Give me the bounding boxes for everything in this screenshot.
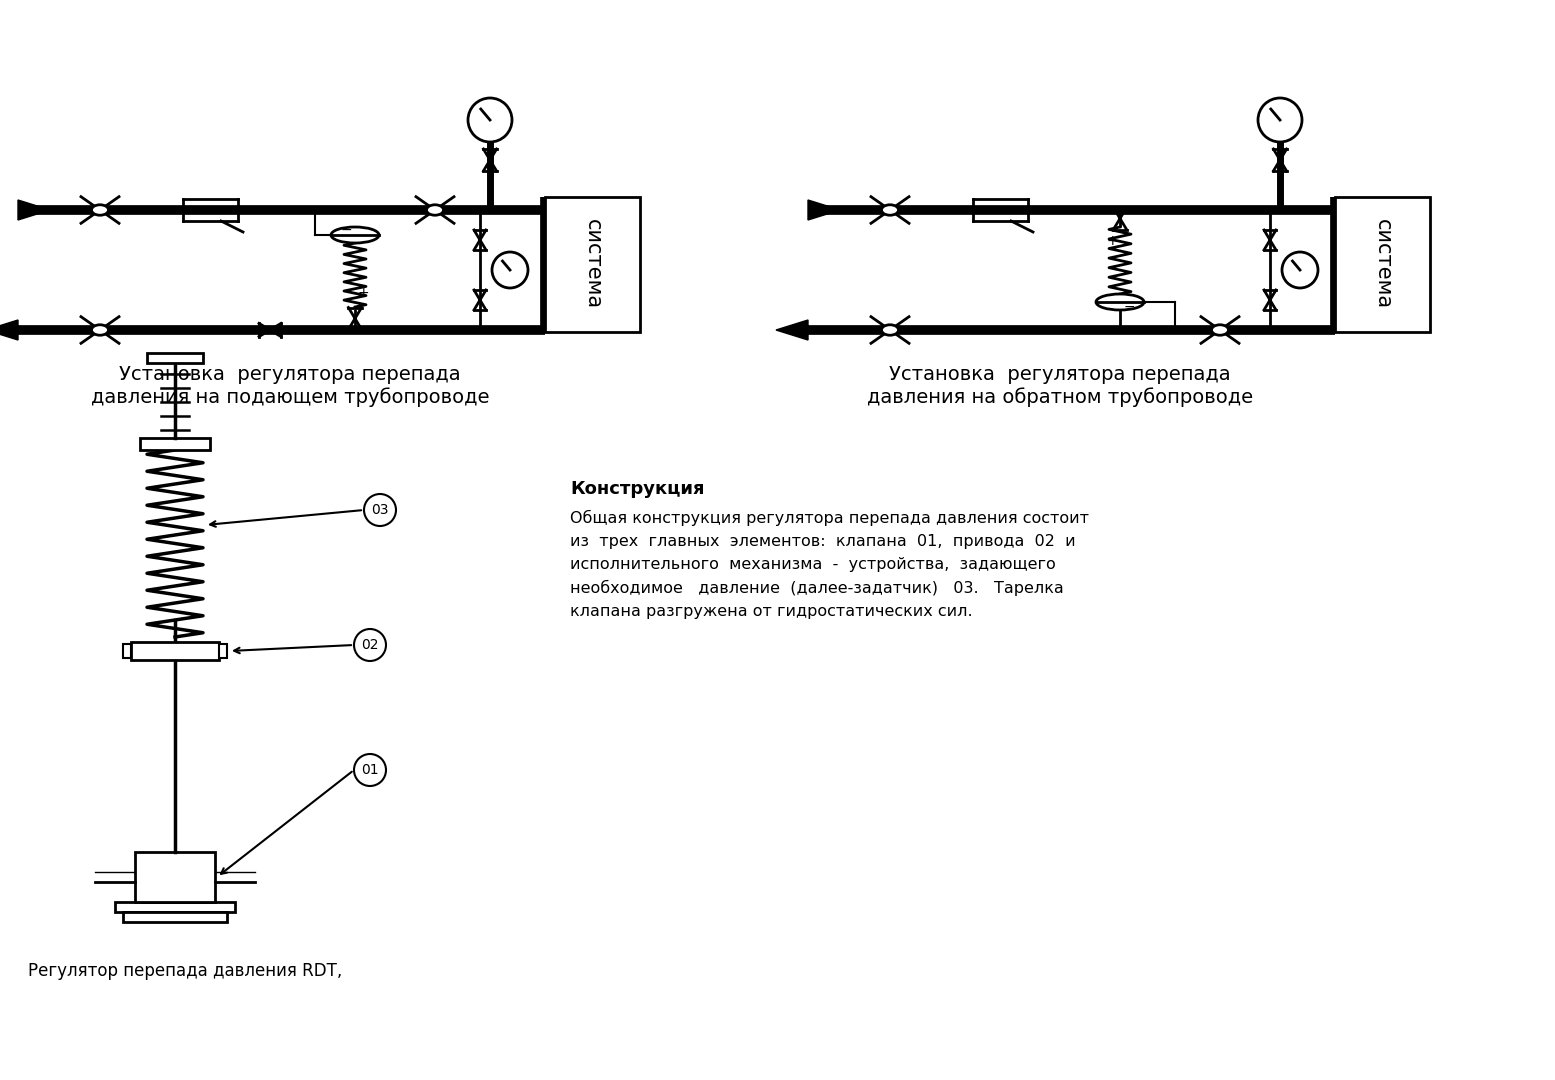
Bar xyxy=(131,642,219,660)
Polygon shape xyxy=(809,200,840,220)
Bar xyxy=(219,644,227,658)
Circle shape xyxy=(355,629,386,661)
Text: система: система xyxy=(583,219,602,310)
Text: −: − xyxy=(341,222,351,237)
Ellipse shape xyxy=(426,205,443,215)
Text: Конструкция: Конструкция xyxy=(571,480,704,498)
Bar xyxy=(544,197,641,332)
Bar xyxy=(123,912,227,922)
Polygon shape xyxy=(776,320,809,340)
Ellipse shape xyxy=(882,205,899,215)
Polygon shape xyxy=(19,200,50,220)
Text: 02: 02 xyxy=(361,638,379,652)
Circle shape xyxy=(355,754,386,786)
Text: Установка  регулятора перепада
давления на подающем трубопроводе: Установка регулятора перепада давления н… xyxy=(90,365,490,407)
Circle shape xyxy=(491,252,529,288)
Ellipse shape xyxy=(1096,294,1144,310)
Text: Общая конструкция регулятора перепада давления состоит
из  трех  главных  элемен: Общая конструкция регулятора перепада да… xyxy=(571,510,1088,619)
Text: Регулятор перепада давления RDT,: Регулятор перепада давления RDT, xyxy=(28,962,342,980)
Text: +: + xyxy=(358,286,369,300)
Bar xyxy=(135,852,215,902)
Bar xyxy=(148,353,204,363)
Ellipse shape xyxy=(92,325,109,335)
Text: система: система xyxy=(1373,219,1392,310)
Ellipse shape xyxy=(1211,325,1228,335)
Ellipse shape xyxy=(331,227,379,243)
Text: 03: 03 xyxy=(372,503,389,517)
Circle shape xyxy=(1281,252,1319,288)
Text: +: + xyxy=(1106,234,1118,248)
Polygon shape xyxy=(0,320,19,340)
Bar xyxy=(1336,197,1431,332)
Text: Установка  регулятора перепада
давления на обратном трубопроводе: Установка регулятора перепада давления н… xyxy=(868,365,1253,407)
Text: 01: 01 xyxy=(361,762,379,777)
Text: −: − xyxy=(1123,300,1135,314)
Bar xyxy=(123,644,131,658)
Ellipse shape xyxy=(92,205,109,215)
Circle shape xyxy=(364,494,397,526)
Bar xyxy=(115,902,235,912)
Ellipse shape xyxy=(882,325,899,335)
Circle shape xyxy=(1258,98,1302,141)
Circle shape xyxy=(468,98,512,141)
Bar xyxy=(140,438,210,450)
